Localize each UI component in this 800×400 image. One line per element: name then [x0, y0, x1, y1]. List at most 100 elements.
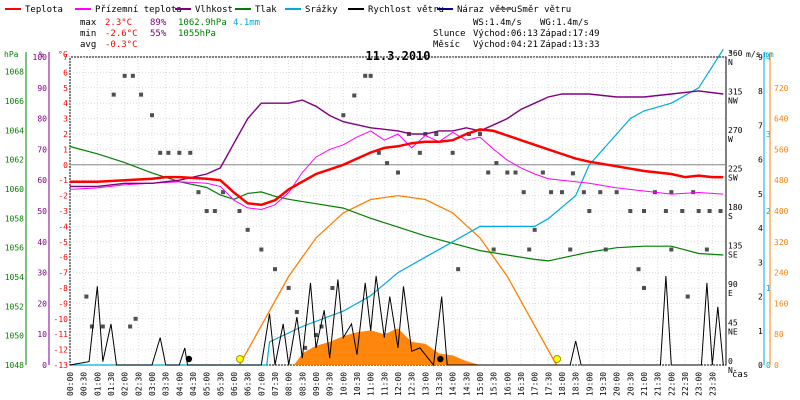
x-tick-label: 15:30: [490, 372, 499, 396]
wind-direction-point: [196, 190, 201, 195]
stats-min-temp: -2.6°C: [105, 29, 138, 39]
direction-unit: °: [728, 50, 733, 59]
x-tick-label: 10:00: [339, 372, 348, 396]
wind-direction-point: [314, 333, 318, 338]
sunset-marker: [553, 355, 562, 363]
x-tick-label: 00:00: [66, 372, 75, 396]
info-wg: WG:1.4m/s: [540, 18, 589, 28]
wind-direction-point: [221, 190, 226, 195]
wind-tick-label: 7: [758, 121, 763, 130]
wind-direction-point: [642, 286, 646, 290]
x-tick-label: 01:00: [93, 372, 102, 396]
x-tick-label: 02:30: [134, 372, 143, 396]
stats-panel: max 2.3°C 89% 1062.9hPa 4.1mm min -2.6°C…: [80, 18, 260, 50]
temperature-tick-label: -8: [58, 284, 68, 293]
series-rain-line: [70, 48, 724, 366]
pressure-tick-label: 1058: [5, 214, 24, 223]
direction-tick-label: 135: [728, 242, 743, 251]
wind-direction-point: [663, 209, 668, 213]
wind-direction-point: [691, 190, 696, 195]
temperature-tick-label: 5: [63, 84, 68, 93]
humidity-tick-label: 70: [37, 145, 47, 154]
x-tick-label: 13:30: [435, 372, 444, 396]
wind-direction-point: [368, 73, 373, 78]
radiation-tick-label: 720: [774, 84, 789, 93]
wind-direction-point: [177, 150, 182, 155]
series-ground-temp-line: [69, 130, 724, 211]
moonrise-marker: [185, 355, 193, 363]
temperature-tick-label: -4: [58, 222, 68, 231]
x-tick-label: 09:30: [326, 372, 335, 396]
x-tick-label: 21:00: [640, 372, 649, 396]
direction-compass-label: SW: [728, 174, 738, 183]
info-sun-rise: Východ:06:13: [473, 29, 538, 39]
wind-direction-point: [450, 150, 455, 155]
wind-direction-point: [628, 209, 633, 213]
wind-direction-point: [704, 247, 709, 252]
stats-max-press: 1062.9hPa: [178, 18, 227, 28]
legend-label: Tlak: [255, 5, 277, 15]
info-ws: WS:1.4m/s: [473, 18, 522, 28]
direction-tick-label: 360: [728, 49, 743, 58]
wind-direction-point: [150, 113, 154, 118]
wind-direction-point: [128, 324, 133, 329]
direction-compass-label: W: [728, 135, 733, 144]
humidity-tick-label: 20: [37, 299, 47, 308]
wind-direction-point: [513, 170, 518, 175]
x-tick-label: 03:00: [148, 372, 157, 396]
moonset-marker: [437, 355, 444, 363]
humidity-tick-label: 40: [37, 238, 47, 247]
wind-direction-point: [139, 92, 144, 97]
direction-compass-label: S: [728, 212, 733, 221]
x-tick-label: 07:00: [257, 372, 266, 396]
pressure-unit: hPa: [4, 50, 19, 59]
pressure-tick-label: 1062: [5, 156, 24, 165]
info-moon-rise: Východ:04:21: [473, 40, 538, 50]
wind-direction-point: [341, 113, 346, 118]
temperature-tick-label: -11: [54, 330, 69, 339]
wind-direction-point: [598, 190, 603, 195]
info-moon-label: Měsíc: [433, 40, 460, 50]
humidity-tick-label: 100: [33, 53, 48, 62]
wind-direction-point: [294, 309, 299, 314]
wind-direction-point: [133, 316, 138, 321]
humidity-tick-label: 80: [37, 115, 47, 124]
x-tick-label: 16:30: [517, 372, 526, 396]
rain-tick-label: 2: [766, 207, 771, 216]
wind-direction-point: [636, 267, 641, 272]
humidity-tick-label: 10: [37, 330, 47, 339]
wind-direction-point: [237, 209, 242, 213]
x-tick-label: 23:00: [695, 372, 704, 396]
x-tick-label: 07:30: [271, 372, 280, 396]
humidity-tick-label: 60: [37, 176, 47, 185]
humidity-tick-label: 90: [37, 84, 47, 93]
stats-avg-label: avg: [80, 40, 96, 50]
stats-max-temp: 2.3°C: [105, 18, 132, 28]
direction-compass-label: N: [728, 58, 733, 67]
temperature-tick-label: -5: [58, 238, 68, 247]
x-tick-label: 11:00: [367, 372, 376, 396]
x-tick-label: 19:30: [599, 372, 608, 396]
wind-tick-label: 1: [758, 327, 763, 336]
temperature-tick-label: -13: [54, 361, 69, 370]
legend-label: Vlhkost: [195, 5, 233, 15]
legend-label: Srážky: [305, 5, 338, 15]
info-sun-label: Slunce: [433, 29, 466, 39]
wind-direction-point: [494, 161, 499, 166]
x-tick-label: 22:30: [681, 372, 690, 396]
series-humidity-line: [70, 90, 724, 188]
x-tick-label: 05:00: [203, 372, 212, 396]
wind-direction-point: [396, 170, 400, 175]
stats-min-label: min: [80, 29, 96, 39]
pressure-tick-label: 1064: [5, 126, 24, 135]
pressure-tick-label: 1052: [5, 302, 24, 311]
x-tick-label: 14:30: [462, 372, 471, 396]
wind-direction-point: [417, 150, 422, 155]
info-panel: WS:1.4m/s WG:1.4m/s Slunce Východ:06:13 …: [433, 18, 600, 50]
direction-tick-label: 0: [728, 357, 733, 366]
radiation-tick-label: 640: [774, 115, 789, 124]
wind-direction-point: [352, 93, 357, 98]
wind-direction-point: [158, 150, 163, 155]
wind-direction-point: [505, 170, 510, 175]
